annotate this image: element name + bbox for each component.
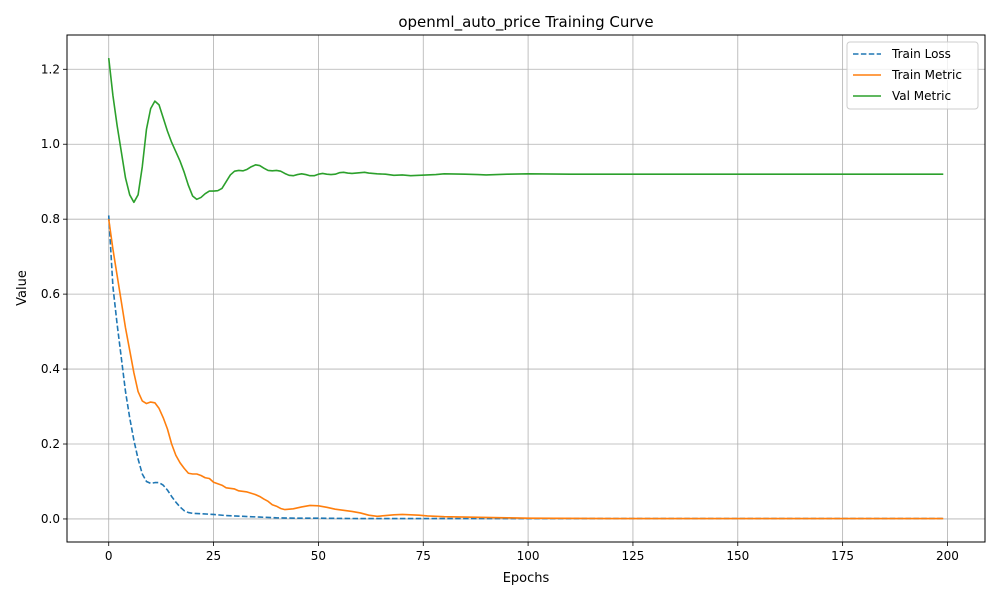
y-tick-label: 0.0 xyxy=(41,512,60,526)
x-tick-label: 25 xyxy=(206,549,221,563)
y-tick-label: 0.6 xyxy=(41,287,60,301)
legend-box xyxy=(846,41,979,110)
x-tick-label: 175 xyxy=(831,549,854,563)
y-tick-label: 0.8 xyxy=(41,212,60,226)
x-tick-label: 200 xyxy=(936,549,959,563)
train-loss-line xyxy=(107,215,944,520)
x-tick-label: 0 xyxy=(105,549,113,563)
y-tick-label: 1.0 xyxy=(41,137,60,151)
y-tick-label: 1.2 xyxy=(41,62,60,76)
y-axis-label: Value xyxy=(15,270,30,306)
x-tick-label: 75 xyxy=(416,549,431,563)
val-metric-legend-label: Val Metric xyxy=(892,89,951,103)
x-axis-label: Epochs xyxy=(503,571,550,586)
train-metric-line xyxy=(107,219,944,520)
x-tick-label: 100 xyxy=(517,549,540,563)
chart-title: openml_auto_price Training Curve xyxy=(398,13,653,32)
plot-area-frame xyxy=(66,34,986,543)
legend-items: Train Loss Train Metric Val Metric xyxy=(853,47,962,103)
y-axis-ticks: 0.0 0.2 0.4 0.6 0.8 1.0 1.2 xyxy=(41,62,67,526)
y-tick-label: 0.4 xyxy=(41,362,60,376)
x-tick-label: 150 xyxy=(726,549,749,563)
series-lines xyxy=(107,57,944,520)
legend: Train Loss Train Metric Val Metric xyxy=(846,41,979,110)
x-tick-label: 125 xyxy=(621,549,644,563)
y-tick-label: 0.2 xyxy=(41,437,60,451)
x-axis-ticks: 0 25 50 75 100 125 150 175 200 xyxy=(105,542,959,563)
train-metric-legend-label: Train Metric xyxy=(891,68,962,82)
train-loss-legend-label: Train Loss xyxy=(891,47,951,61)
val-metric-line xyxy=(107,57,944,204)
x-tick-label: 50 xyxy=(311,549,326,563)
